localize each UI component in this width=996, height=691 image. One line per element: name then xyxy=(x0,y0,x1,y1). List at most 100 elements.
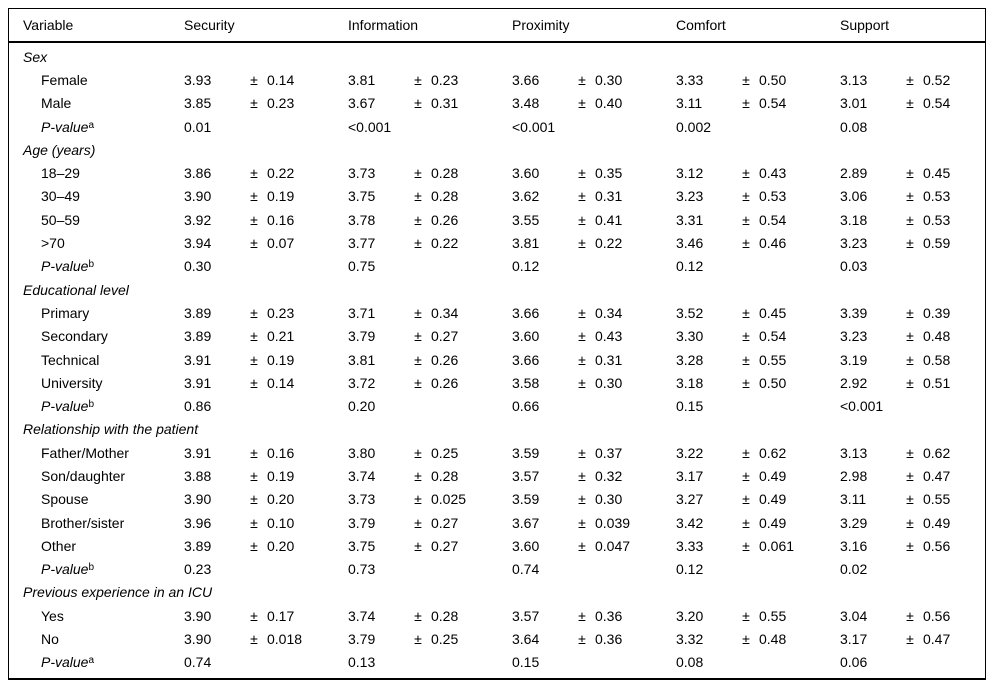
pvalue-cell: 0.30 xyxy=(184,258,212,275)
sd-value: 0.21 xyxy=(267,328,295,345)
sd-value: 0.49 xyxy=(759,514,787,531)
plus-minus-symbol: ± xyxy=(742,304,750,321)
sd-value: 0.16 xyxy=(267,444,295,461)
row-label: 50–59 xyxy=(41,211,80,228)
sd-value: 0.23 xyxy=(431,71,459,88)
pvalue-cell: 0.23 xyxy=(184,561,212,578)
sd-value: 0.23 xyxy=(267,304,295,321)
sd-value: 0.43 xyxy=(595,328,623,345)
row-label: 30–49 xyxy=(41,188,80,205)
plus-minus-symbol: ± xyxy=(578,235,586,252)
sd-value: 0.32 xyxy=(595,467,623,484)
pvalue-cell: 0.15 xyxy=(676,398,704,415)
sd-value: 0.27 xyxy=(431,328,459,345)
plus-minus-symbol: ± xyxy=(414,467,422,484)
section-row: Educational level xyxy=(9,278,985,301)
mean-value: 3.16 xyxy=(840,537,868,554)
pvalue-cell: 0.86 xyxy=(184,398,212,415)
column-header-comfort: Comfort xyxy=(676,17,726,33)
sd-value: 0.22 xyxy=(431,235,459,252)
sd-value: 0.31 xyxy=(595,351,623,368)
plus-minus-symbol: ± xyxy=(250,467,258,484)
plus-minus-symbol: ± xyxy=(906,631,914,648)
sd-value: 0.26 xyxy=(431,374,459,391)
mean-value: 3.79 xyxy=(348,328,376,345)
plus-minus-symbol: ± xyxy=(742,537,750,554)
mean-value: 3.74 xyxy=(348,607,376,624)
plus-minus-symbol: ± xyxy=(578,165,586,182)
sd-value: 0.55 xyxy=(759,351,787,368)
mean-value: 2.92 xyxy=(840,374,868,391)
mean-value: 3.66 xyxy=(512,71,540,88)
table-row: Primary 3.89 ±0.23 3.71 ±0.34 3.66 ±0.34 3.52 ±0… xyxy=(9,301,985,324)
plus-minus-symbol: ± xyxy=(906,235,914,252)
plus-minus-symbol: ± xyxy=(414,351,422,368)
pvalue-cell: 0.002 xyxy=(676,118,712,135)
sd-value: 0.47 xyxy=(923,631,951,648)
mean-value: 3.64 xyxy=(512,631,540,648)
pvalue-superscript: b xyxy=(88,259,95,271)
mean-value: 3.94 xyxy=(184,235,212,252)
sd-value: 0.47 xyxy=(923,467,951,484)
mean-value: 3.57 xyxy=(512,607,540,624)
table-row: University 3.91 ±0.14 3.72 ±0.26 3.58 ±0.30 3.1… xyxy=(9,371,985,394)
pvalue-cell: 0.08 xyxy=(676,654,704,671)
plus-minus-symbol: ± xyxy=(578,188,586,205)
sd-value: 0.58 xyxy=(923,351,951,368)
sd-value: 0.20 xyxy=(267,491,295,508)
plus-minus-symbol: ± xyxy=(742,631,750,648)
sd-value: 0.45 xyxy=(759,304,787,321)
plus-minus-symbol: ± xyxy=(906,374,914,391)
plus-minus-symbol: ± xyxy=(414,95,422,112)
mean-value: 3.48 xyxy=(512,95,540,112)
sd-value: 0.30 xyxy=(595,491,623,508)
plus-minus-symbol: ± xyxy=(578,491,586,508)
sd-value: 0.56 xyxy=(923,607,951,624)
sd-value: 0.25 xyxy=(431,444,459,461)
table-header-row: Variable Security Information Proximity … xyxy=(9,9,985,43)
mean-value: 3.39 xyxy=(840,304,868,321)
mean-value: 3.23 xyxy=(840,328,868,345)
plus-minus-symbol: ± xyxy=(250,71,258,88)
pvalue-cell: 0.12 xyxy=(512,258,540,275)
row-label: No xyxy=(41,631,59,648)
plus-minus-symbol: ± xyxy=(578,351,586,368)
sd-value: 0.55 xyxy=(759,607,787,624)
row-label: Male xyxy=(41,95,72,112)
sd-value: 0.53 xyxy=(923,188,951,205)
mean-value: 3.79 xyxy=(348,631,376,648)
mean-value: 3.01 xyxy=(840,95,868,112)
pvalue-label-text: P-value xyxy=(41,258,89,275)
sd-value: 0.54 xyxy=(759,211,787,228)
pvalue-label: P-valueb xyxy=(23,561,184,577)
table-row: Female 3.93 ±0.14 3.81 ±0.23 3.66 ±0.30 3.33 ±0.… xyxy=(9,68,985,91)
mean-value: 3.91 xyxy=(184,444,212,461)
plus-minus-symbol: ± xyxy=(250,607,258,624)
mean-value: 3.13 xyxy=(840,71,868,88)
mean-value: 3.75 xyxy=(348,537,376,554)
row-label: Father/Mother xyxy=(41,444,129,461)
pvalue-cell: <0.001 xyxy=(512,118,556,135)
mean-value: 3.29 xyxy=(840,514,868,531)
plus-minus-symbol: ± xyxy=(250,211,258,228)
section-row: Age (years) xyxy=(9,138,985,161)
column-header-proximity: Proximity xyxy=(512,17,570,33)
sd-value: 0.25 xyxy=(431,631,459,648)
sd-value: 0.54 xyxy=(759,328,787,345)
plus-minus-symbol: ± xyxy=(742,235,750,252)
mean-value: 3.27 xyxy=(676,491,704,508)
pvalue-cell: 0.15 xyxy=(512,654,540,671)
plus-minus-symbol: ± xyxy=(906,514,914,531)
column-header-variable: Variable xyxy=(23,17,74,33)
mean-value: 3.92 xyxy=(184,211,212,228)
mean-value: 3.72 xyxy=(348,374,376,391)
sd-value: 0.018 xyxy=(267,631,303,648)
sd-value: 0.34 xyxy=(595,304,623,321)
row-label: Brother/sister xyxy=(41,514,125,531)
plus-minus-symbol: ± xyxy=(906,351,914,368)
mean-value: 3.89 xyxy=(184,304,212,321)
sd-value: 0.52 xyxy=(923,71,951,88)
mean-value: 3.11 xyxy=(676,95,703,112)
plus-minus-symbol: ± xyxy=(414,514,422,531)
mean-value: 3.12 xyxy=(676,165,704,182)
